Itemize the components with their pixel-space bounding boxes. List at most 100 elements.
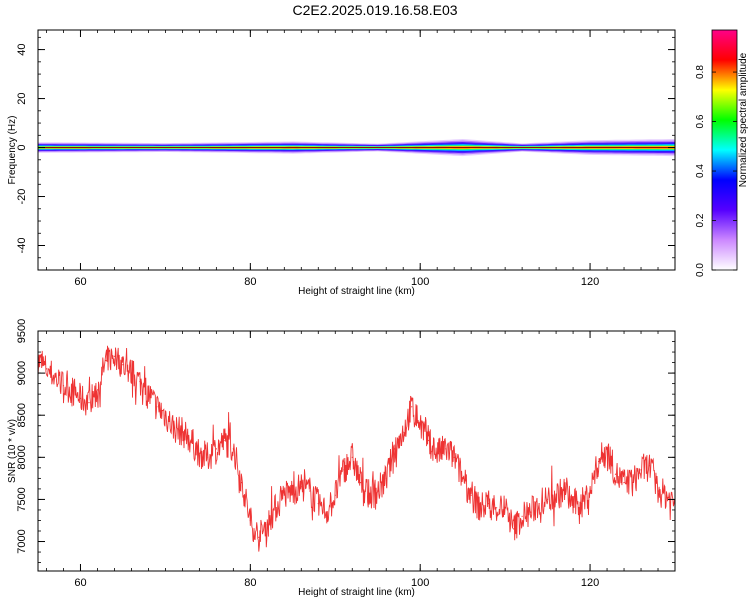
snr-data-point (470, 494, 472, 496)
snr-data-point (309, 490, 311, 492)
snr-data-point (105, 359, 107, 362)
snr-data-point (224, 439, 226, 442)
snr-data-point (122, 364, 124, 366)
colorbar-tick-label: 0.4 (695, 164, 706, 178)
snr-data-point (113, 355, 115, 357)
bottom-x-tick-label: 120 (581, 577, 599, 589)
snr-data-point (198, 452, 200, 454)
top-x-tick-label: 60 (74, 276, 86, 288)
top-y-tick-label: 20 (16, 92, 28, 104)
snr-data-point (572, 503, 574, 505)
snr-data-point (504, 507, 506, 509)
snr-data-point (640, 469, 642, 471)
snr-data-point (487, 503, 489, 505)
snr-data-point (581, 503, 583, 505)
snr-data-point (71, 389, 73, 391)
snr-data-point (538, 503, 540, 505)
snr-data-point (496, 507, 498, 509)
snr-data-point (190, 439, 192, 442)
bottom-y-tick-label: 7000 (16, 529, 28, 553)
snr-data-point (351, 456, 353, 458)
snr-data-point (428, 439, 430, 442)
bottom-x-tick-label: 100 (411, 577, 429, 589)
bottom-y-tick-label: 9000 (16, 361, 28, 385)
colorbar: 0.0 0.2 0.4 0.6 0.8 Normalized spectral ampli… (695, 29, 749, 277)
snr-data-point (317, 503, 319, 505)
snr-data-point (419, 423, 421, 425)
top-y-axis-label: Frequency (Hz) (7, 116, 18, 185)
top-x-tick-label: 100 (411, 276, 429, 288)
top-x-axis-label: Height of straight line (km) (298, 286, 415, 297)
snr-series-line (38, 345, 675, 552)
colorbar-scale (711, 29, 738, 271)
snr-plot-area (38, 345, 675, 552)
top-y-tick-label: -40 (16, 238, 28, 254)
snr-data-point (258, 536, 260, 538)
top-y-tick-label: 0 (16, 144, 28, 150)
snr-data-point (513, 528, 515, 530)
colorbar-tick-label: 0.8 (695, 65, 706, 79)
figure-title: C2E2.2025.019.16.58.E03 (292, 2, 458, 18)
snr-data-point (623, 482, 625, 484)
snr-data-point (368, 494, 370, 496)
snr-data-point (521, 515, 523, 517)
snr-data-point (249, 519, 251, 522)
snr-data-point (555, 494, 557, 496)
colorbar-tick-label: 0.0 (695, 263, 706, 277)
snr-data-point (181, 431, 183, 433)
bottom-y-tick-label: 9500 (16, 319, 28, 343)
snr-data-point (156, 406, 158, 408)
snr-data-point (445, 448, 447, 450)
spectrogram-image (38, 139, 675, 157)
snr-data-point (79, 397, 82, 399)
snr-data-point (530, 511, 532, 513)
snr-data-point (207, 456, 209, 458)
bottom-x-tick-label: 60 (74, 577, 86, 589)
snr-data-point (411, 406, 413, 408)
snr-data-point (589, 490, 591, 492)
snr-data-point (385, 477, 387, 479)
snr-data-point (479, 507, 481, 509)
snr-data-point (606, 448, 608, 450)
snr-data-point (648, 465, 651, 467)
snr-data-point (614, 473, 617, 475)
snr-data-point (241, 482, 243, 484)
bottom-plot-frame (37, 330, 676, 572)
snr-panel: 60 80 100 120 7000 7500 8000 8500 9000 9500 Height… (7, 319, 676, 598)
top-plot-frame (37, 29, 676, 271)
snr-data-point (334, 494, 336, 496)
bottom-y-axis-label: SNR (10 * v/v) (7, 419, 18, 483)
snr-data-point (564, 490, 566, 492)
top-y-tick-label: -20 (16, 189, 28, 205)
snr-data-point (147, 393, 149, 395)
snr-data-point (62, 385, 65, 387)
snr-data-point (96, 389, 99, 391)
colorbar-tick-label: 0.6 (695, 114, 706, 128)
snr-data-point (164, 414, 166, 416)
snr-data-point (45, 368, 48, 370)
snr-data-point (283, 494, 285, 496)
snr-data-point (173, 427, 175, 429)
colorbar-tick-label: 0.2 (695, 213, 706, 227)
snr-data-point (436, 452, 438, 454)
bottom-y-tick-label: 7500 (16, 487, 28, 511)
top-x-tick-label: 80 (244, 276, 256, 288)
snr-data-point (139, 380, 141, 383)
bottom-x-tick-label: 80 (244, 577, 256, 589)
bottom-y-tick-label: 8000 (16, 445, 28, 469)
bottom-x-axis-label: Height of straight line (km) (298, 587, 415, 598)
snr-data-point (54, 376, 56, 378)
snr-data-point (215, 448, 217, 450)
snr-data-point (453, 456, 455, 458)
snr-data-point (232, 448, 234, 450)
snr-data-point (275, 507, 277, 509)
snr-data-point (343, 469, 345, 471)
snr-data-point (130, 372, 132, 374)
top-x-tick-label: 120 (581, 276, 599, 288)
top-y-tick-label: 40 (16, 43, 28, 55)
snr-data-point (631, 482, 634, 484)
snr-data-point (266, 524, 268, 526)
snr-data-point (377, 490, 379, 492)
